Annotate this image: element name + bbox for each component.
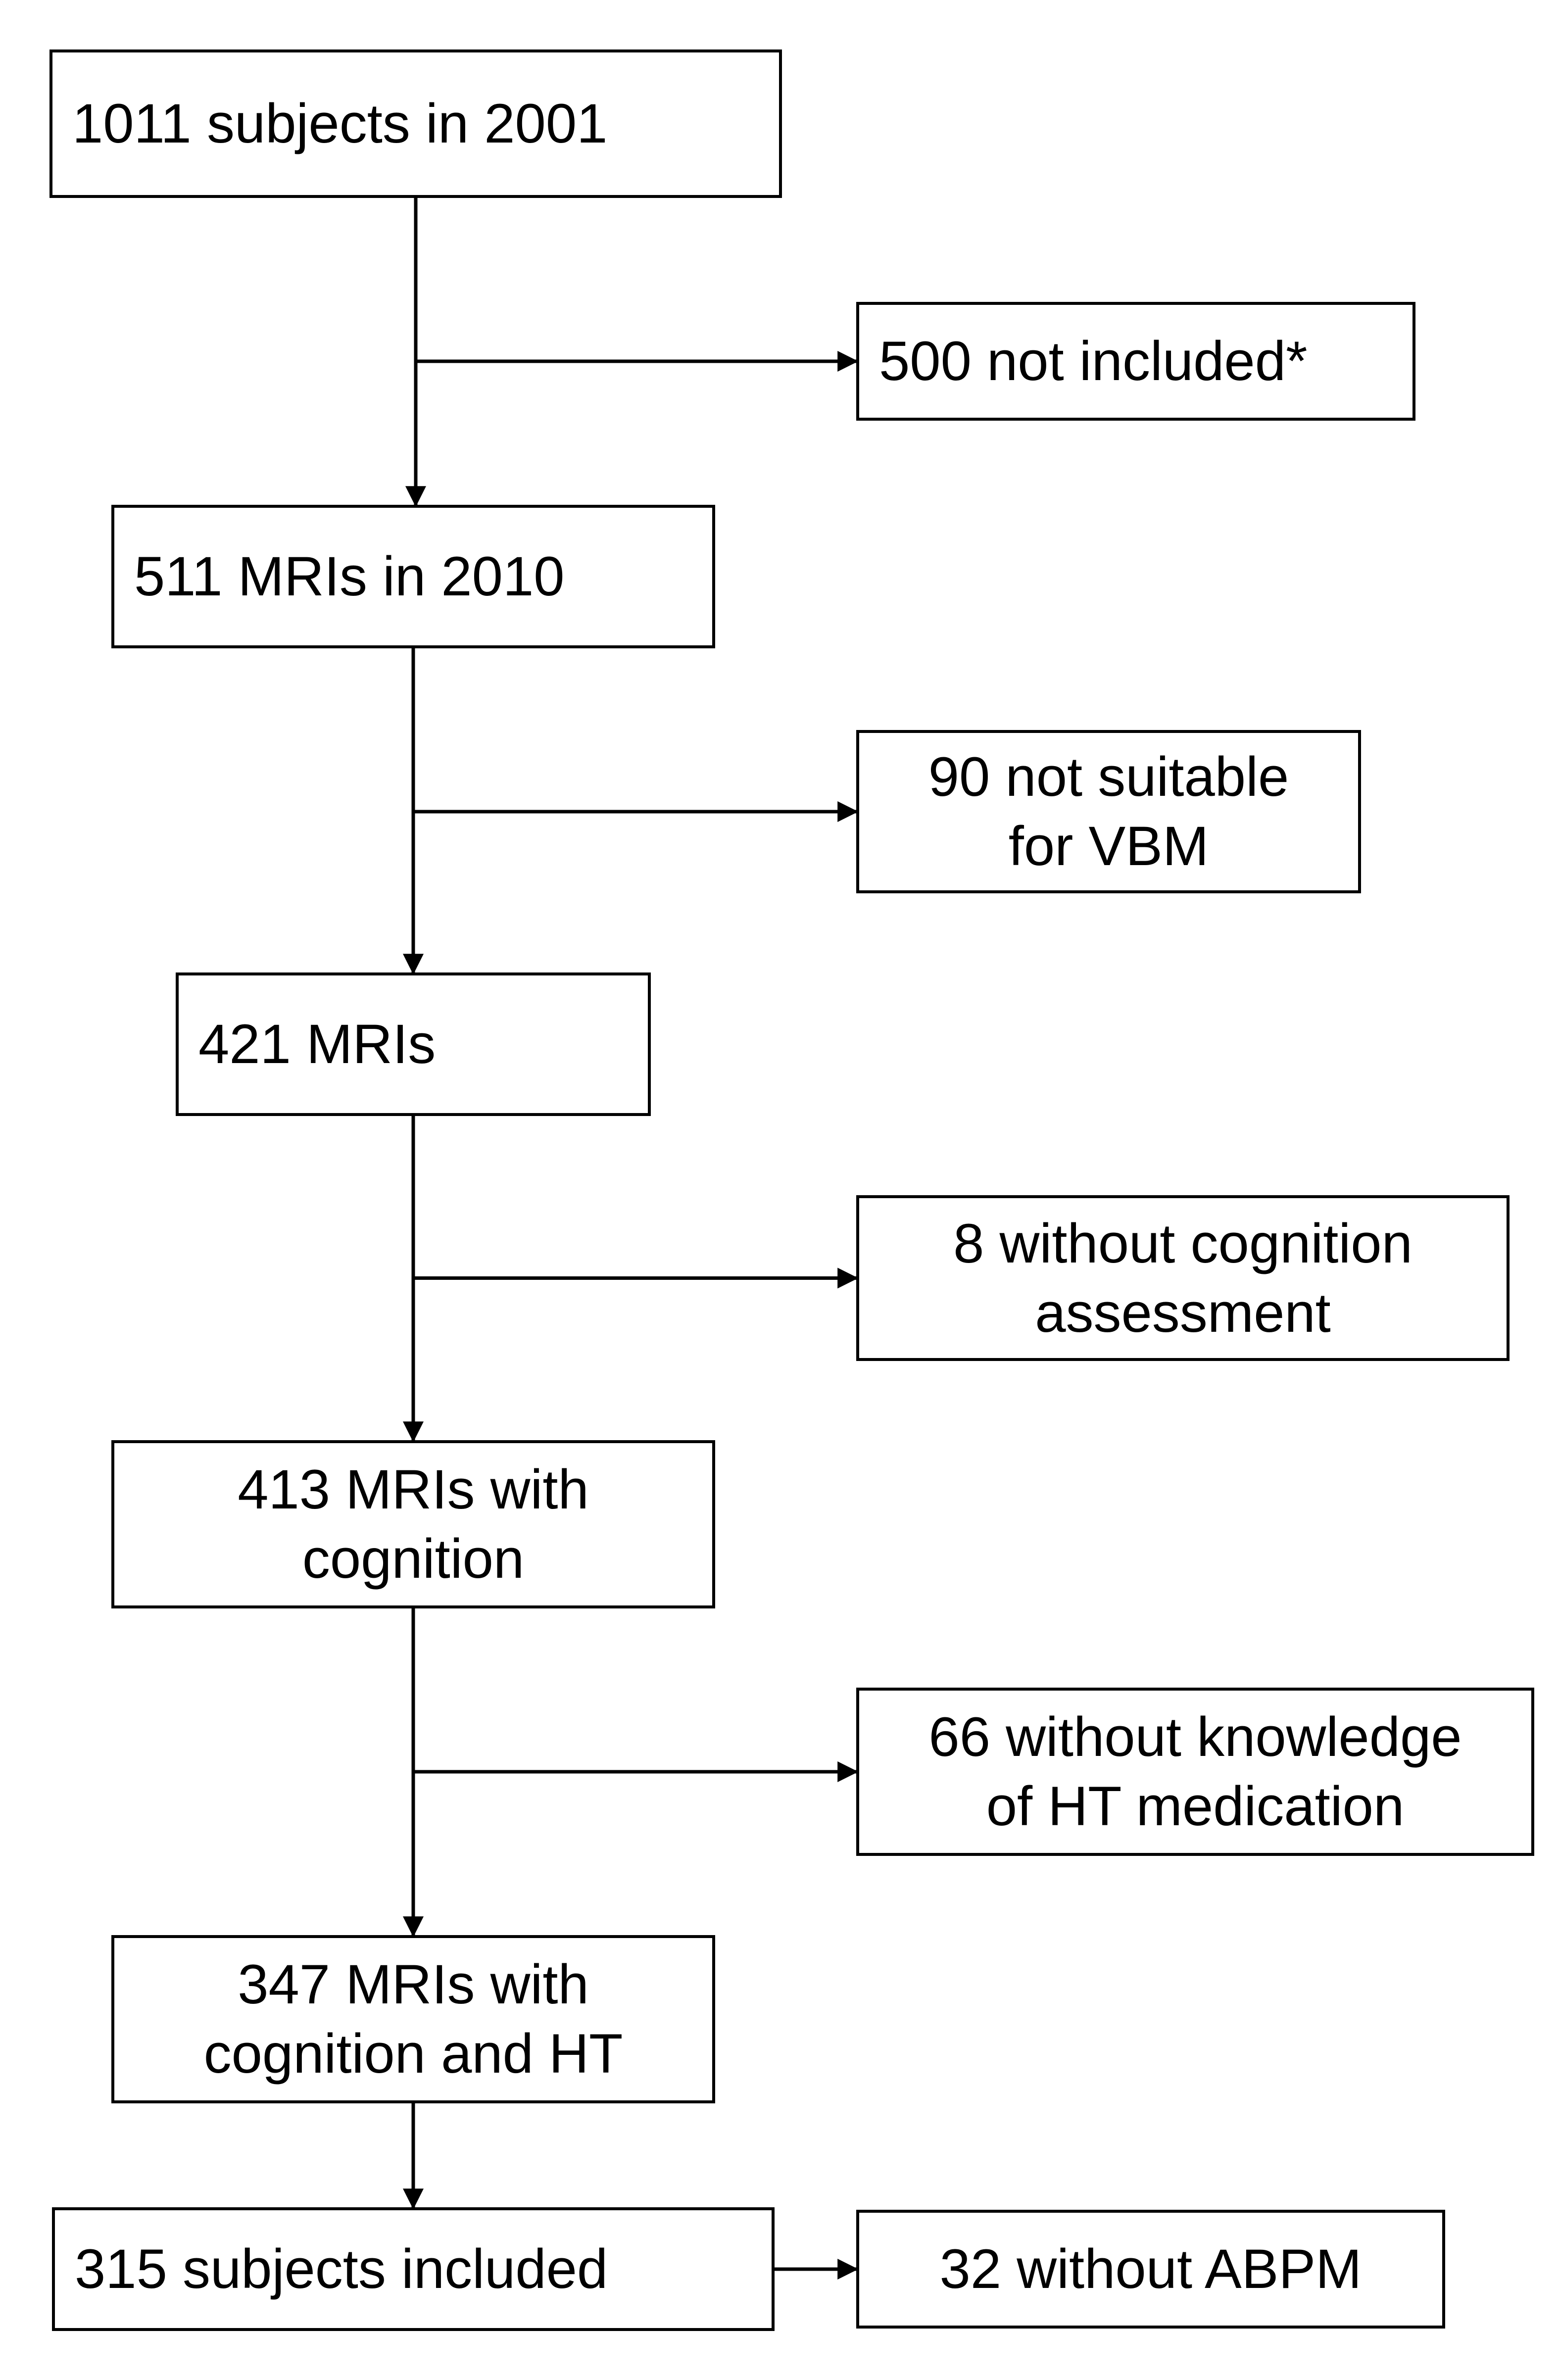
node-text-line: assessment bbox=[953, 1278, 1413, 1348]
node-text-line: 315 subjects included bbox=[75, 2234, 608, 2304]
node-text-line: 511 MRIs in 2010 bbox=[134, 542, 565, 611]
node-text-line: 421 MRIs bbox=[198, 1010, 436, 1079]
node-text-line: 500 not included* bbox=[879, 327, 1308, 396]
node-text-line: 8 without cognition bbox=[953, 1209, 1413, 1278]
flowchart-node-n1: 1011 subjects in 2001 bbox=[49, 49, 782, 198]
flowchart-node-n6: 315 subjects included bbox=[52, 2207, 775, 2331]
flowchart-node-n3: 421 MRIs bbox=[176, 972, 651, 1116]
node-text-line: 1011 subjects in 2001 bbox=[72, 89, 607, 158]
flowchart-node-n5: 347 MRIs withcognition and HT bbox=[111, 1935, 715, 2103]
node-text-line: cognition bbox=[238, 1524, 589, 1594]
node-text-line: for VBM bbox=[928, 812, 1289, 881]
flowchart-node-n4: 413 MRIs withcognition bbox=[111, 1440, 715, 1608]
flowchart-node-ex2: 90 not suitablefor VBM bbox=[856, 730, 1361, 893]
node-text-line: 413 MRIs with bbox=[238, 1455, 589, 1524]
flowchart-node-ex1: 500 not included* bbox=[856, 302, 1415, 421]
node-text-line: cognition and HT bbox=[204, 2019, 623, 2089]
flowchart-node-n2: 511 MRIs in 2010 bbox=[111, 505, 715, 648]
node-text-line: 347 MRIs with bbox=[204, 1950, 623, 2019]
flowchart-node-ex3: 8 without cognitionassessment bbox=[856, 1195, 1510, 1361]
node-text-line: 66 without knowledge bbox=[928, 1702, 1462, 1772]
flowchart-canvas: 1011 subjects in 2001 500 not included* 51… bbox=[0, 0, 1559, 2380]
node-text-line: 90 not suitable bbox=[928, 742, 1289, 812]
node-text-line: 32 without ABPM bbox=[940, 2234, 1362, 2304]
flowchart-node-ex4: 66 without knowledgeof HT medication bbox=[856, 1688, 1534, 1856]
flowchart-node-ex5: 32 without ABPM bbox=[856, 2210, 1445, 2329]
node-text-line: of HT medication bbox=[928, 1772, 1462, 1841]
